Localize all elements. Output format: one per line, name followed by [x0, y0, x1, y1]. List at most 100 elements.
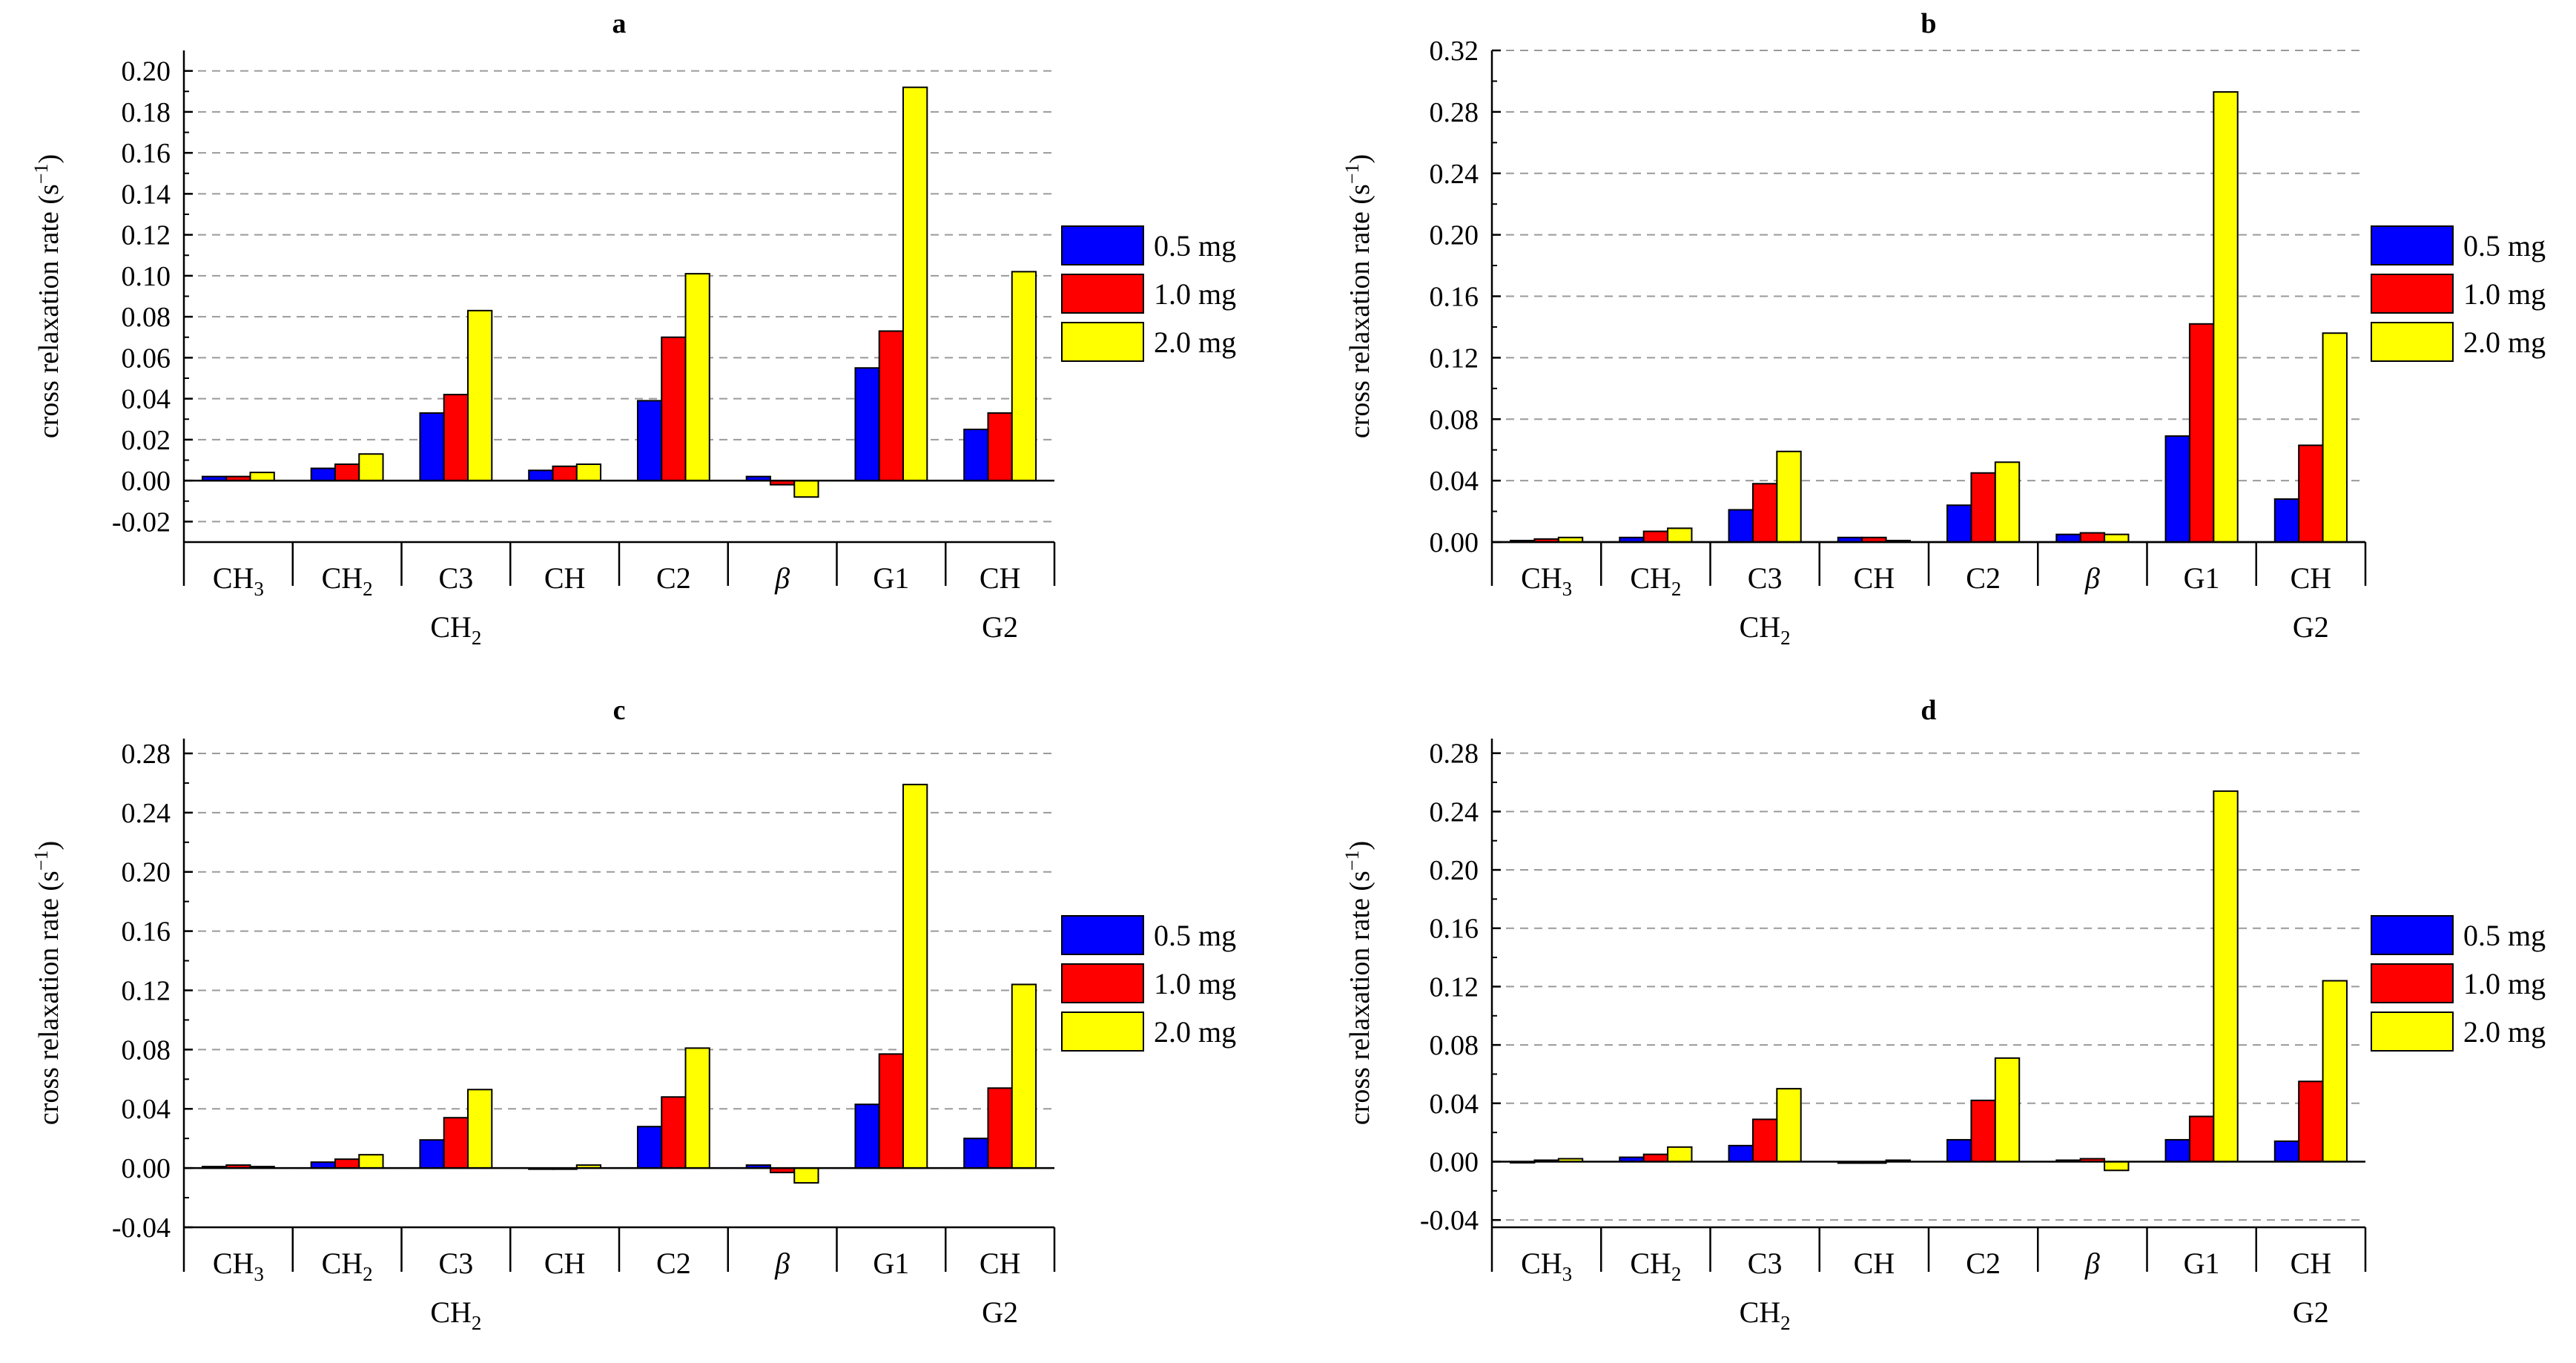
legend-label: 0.5 mg [2463, 919, 2546, 952]
legend-swatch [2371, 1011, 2454, 1052]
bar-05mg-cat2 [1728, 509, 1754, 543]
legend-swatch [2371, 963, 2454, 1003]
category-label: CH [2291, 561, 2332, 595]
y-tick-label: 0.08 [122, 1034, 171, 1066]
bar-20mg-cat1 [358, 453, 384, 482]
category-label: CH [980, 1247, 1021, 1280]
y-tick-label: 0.16 [122, 138, 171, 169]
y-tick-label: 0.20 [122, 56, 171, 88]
bar-10mg-cat7 [987, 1087, 1013, 1169]
legend-swatch [1061, 322, 1144, 362]
category-label: C2 [656, 1247, 691, 1280]
legend-label: 0.5 mg [1154, 919, 1236, 952]
bar-20mg-cat7 [2322, 332, 2348, 543]
bar-20mg-cat4 [684, 1047, 710, 1169]
category-label: β [2084, 1247, 2100, 1280]
y-tick-label: 0.00 [1430, 1146, 1479, 1178]
y-tick-label: 0.20 [1430, 220, 1479, 251]
y-axis-label: cross relaxation rate (s−1) [1341, 841, 1375, 1125]
y-tick-label: 0.18 [122, 97, 171, 128]
bar-05mg-cat4 [1946, 504, 1972, 544]
legend-label: 1.0 mg [1154, 277, 1236, 311]
y-tick-label: 0.02 [122, 425, 171, 456]
legend-swatch [1061, 1011, 1144, 1052]
y-tick-label: 0.00 [1430, 527, 1479, 558]
category-label: C2 [1966, 1247, 2001, 1280]
y-tick-label: 0.16 [1430, 914, 1479, 945]
category-label-second-line: CH2 [1740, 1296, 1791, 1334]
legend-swatch [2371, 322, 2454, 362]
legend-swatch [1061, 963, 1144, 1003]
bar-10mg-cat7 [2298, 1080, 2324, 1163]
y-tick-label: 0.12 [122, 975, 171, 1006]
legend-swatch [2371, 274, 2454, 314]
y-tick-label: 0.12 [1430, 343, 1479, 374]
bar-20mg-cat6 [2213, 90, 2239, 544]
bar-20mg-cat5 [793, 1167, 819, 1184]
category-label: G1 [873, 1247, 909, 1280]
y-tick-label: 0.24 [122, 798, 171, 829]
panel-title: c [613, 695, 626, 726]
bar-20mg-cat6 [902, 86, 928, 482]
category-label: G1 [2184, 561, 2220, 595]
bar-05mg-cat7 [963, 429, 989, 482]
bar-20mg-cat5 [793, 480, 819, 498]
bar-05mg-cat6 [2164, 435, 2190, 544]
bar-05mg-cat7 [2273, 498, 2300, 543]
legend-label: 1.0 mg [1154, 967, 1236, 1000]
bar-10mg-cat1 [334, 1158, 360, 1169]
bar-20mg-cat6 [2213, 790, 2239, 1163]
category-label: CH [2291, 1247, 2332, 1280]
bar-10mg-cat2 [1751, 1118, 1778, 1163]
y-tick-label: 0.04 [122, 384, 171, 415]
category-label: C3 [1748, 1247, 1783, 1280]
category-label-second-line: CH2 [430, 610, 481, 649]
y-axis-label: cross relaxation rate (s−1) [1341, 154, 1375, 438]
bar-10mg-cat3 [552, 465, 578, 482]
legend-label: 0.5 mg [2463, 229, 2546, 263]
category-label: CH2 [1630, 1247, 1681, 1285]
chart-panel-c: c -0.04 0.00 0.04 0.08 0.12 0.16 0.20 0.24 0.28 CH… [30, 695, 1236, 1334]
bar-05mg-cat4 [636, 1126, 663, 1169]
bar-05mg-cat7 [963, 1138, 989, 1169]
y-tick-label: 0.28 [1430, 97, 1479, 128]
category-label-second-line: CH2 [1740, 610, 1791, 649]
bar-20mg-cat0 [249, 472, 275, 482]
bar-20mg-cat7 [1011, 983, 1037, 1169]
category-label: G1 [2184, 1247, 2220, 1280]
bar-10mg-cat1 [1642, 1153, 1669, 1163]
y-tick-label: 0.12 [1430, 971, 1479, 1003]
y-tick-label: 0.24 [1430, 159, 1479, 190]
panel-title: b [1921, 8, 1936, 39]
bar-10mg-cat1 [334, 463, 360, 482]
category-label: C2 [656, 561, 691, 595]
legend-label: 1.0 mg [2463, 277, 2546, 311]
y-tick-label: 0.20 [122, 857, 171, 888]
bar-10mg-cat4 [1970, 1099, 1996, 1163]
bar-05mg-cat6 [2164, 1138, 2190, 1163]
legend-label: 0.5 mg [1154, 229, 1236, 263]
category-label: CH [544, 561, 586, 595]
category-label-second-line: CH2 [430, 1296, 481, 1334]
y-axis-label: cross relaxation rate (s−1) [30, 154, 65, 438]
legend-label: 1.0 mg [2463, 967, 2546, 1000]
bar-10mg-cat6 [878, 330, 905, 482]
bar-10mg-cat7 [987, 412, 1013, 482]
y-tick-label: 0.32 [1430, 36, 1479, 67]
bar-05mg-cat4 [636, 400, 663, 482]
legend-swatch [1061, 915, 1144, 955]
category-label: CH2 [322, 1247, 373, 1285]
bar-10mg-cat2 [1751, 483, 1778, 543]
bar-05mg-cat3 [528, 469, 554, 482]
category-label: β [774, 1247, 790, 1280]
y-tick-label: 0.00 [122, 466, 171, 497]
bar-20mg-cat4 [1994, 461, 2021, 544]
bar-10mg-cat6 [2188, 323, 2215, 543]
category-label: CH3 [1521, 1247, 1572, 1285]
bar-20mg-cat1 [1667, 527, 1693, 544]
chart-panel-a: a -0.02 0.00 0.02 0.04 0.06 0.08 0.10 0.12 0.14 0.… [30, 8, 1236, 649]
category-label: CH2 [322, 561, 373, 600]
category-label: CH [980, 561, 1021, 595]
legend-label: 2.0 mg [2463, 326, 2546, 359]
